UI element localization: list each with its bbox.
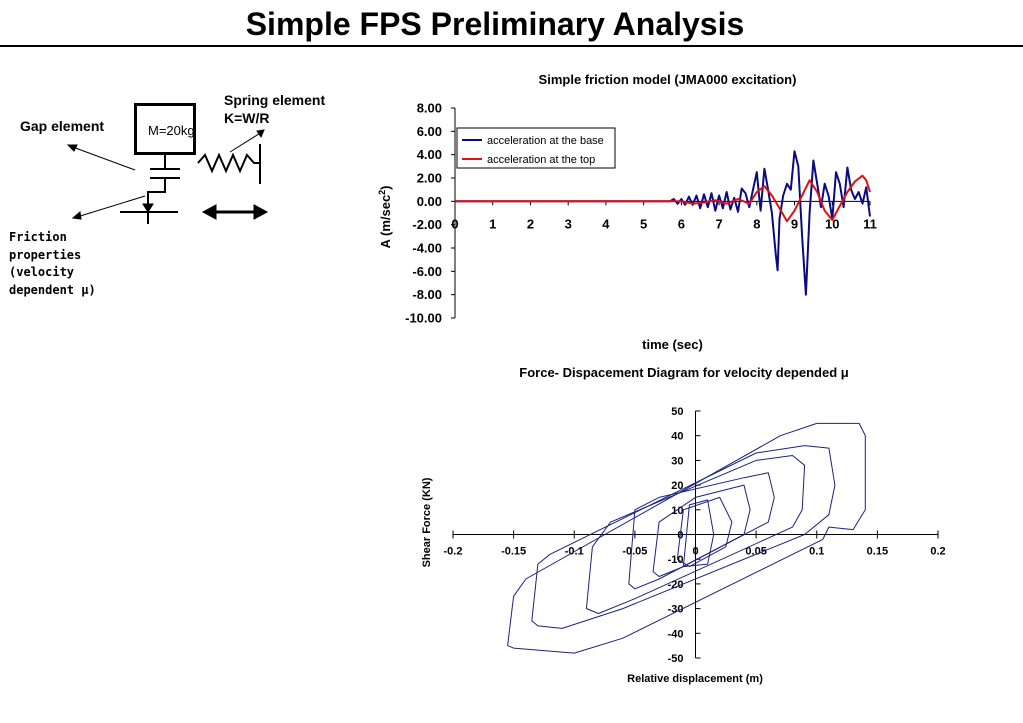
y-axis-label-main: A (m/sec	[378, 195, 393, 249]
gap-pointer-arrowhead-icon	[66, 144, 78, 152]
spring-element-label: Spring element	[224, 92, 326, 108]
slider-pointer-icon	[142, 203, 154, 213]
x-tick-label: 0.2	[930, 546, 945, 558]
friction-pointer-line	[76, 195, 146, 218]
motion-arrow-right-icon	[253, 204, 269, 220]
hysteresis-loop	[682, 499, 715, 568]
x-tick-label: 1	[489, 216, 496, 231]
friction-line: properties	[9, 247, 82, 262]
y-tick-label: -4.00	[412, 241, 442, 256]
x-tick-label: 0	[692, 546, 698, 558]
y-tick-label: -40	[668, 628, 684, 640]
x-tick-label: 0	[451, 216, 458, 231]
x-tick-label: 9	[791, 216, 798, 231]
y-axis-label-superscript: 2	[377, 190, 387, 195]
y-tick-label: 50	[671, 406, 683, 418]
x-tick-label: 4	[602, 216, 610, 231]
legend-label: acceleration at the base	[487, 135, 604, 147]
friction-link	[147, 178, 166, 206]
spring-pointer-line	[229, 131, 263, 153]
y-tick-label: -30	[668, 604, 684, 616]
spring-formula-label: K=W/R	[224, 110, 270, 126]
mass-block	[134, 103, 196, 155]
legend-label: acceleration at the top	[487, 154, 595, 166]
y-tick-label: 40	[671, 431, 683, 443]
friction-properties-label: Friction properties (velocity dependent …	[9, 229, 96, 299]
y-tick-label: -50	[668, 653, 684, 665]
y-axis-label-close: )	[378, 185, 393, 189]
motion-arrow-left-icon	[201, 204, 217, 220]
hysteresis-loop	[507, 422, 866, 654]
y-tick-label: -8.00	[412, 287, 442, 302]
hysteresis-loop	[652, 484, 751, 577]
series-line	[455, 174, 871, 223]
x-tick-label: -0.15	[501, 546, 526, 558]
y-tick-label: -10	[668, 554, 684, 566]
friction-line: Friction	[9, 230, 67, 244]
spring-zigzag	[197, 152, 260, 174]
y-axis-label: A (m/sec2)	[377, 185, 393, 248]
gap-element-label: Gap element	[20, 118, 105, 134]
x-tick-label: 7	[715, 216, 722, 231]
spring-pointer-arrowhead-icon	[256, 129, 265, 139]
friction-line: dependent μ)	[9, 282, 96, 297]
chart-title: Force- Dispacement Diagram for velocity …	[519, 365, 848, 380]
fps-schematic	[66, 129, 269, 224]
x-tick-label: -0.05	[622, 546, 647, 558]
x-tick-label: 8	[753, 216, 760, 231]
x-tick-label: 6	[678, 216, 685, 231]
series-line	[455, 150, 871, 296]
x-tick-label: 0.05	[745, 546, 766, 558]
legend: acceleration at the base acceleration at …	[456, 127, 616, 169]
mass-label: M=20kg	[148, 123, 195, 138]
chart-title: Simple friction model (JMA000 excitation…	[539, 72, 797, 87]
y-axis-label: Shear Force (KN)	[421, 477, 433, 567]
y-tick-label: 2.00	[417, 171, 442, 186]
friction-line: (velocity	[9, 265, 75, 279]
x-axis-label: time (sec)	[642, 337, 703, 352]
x-axis-label: Relative displacement (m)	[627, 673, 763, 685]
gap-pointer-line	[69, 145, 136, 171]
acceleration-chart: Simple friction model (JMA000 excitation…	[377, 72, 877, 352]
x-tick-label: 0.1	[809, 546, 824, 558]
y-tick-label: 4.00	[417, 147, 442, 162]
x-tick-label: 11	[863, 216, 877, 231]
force-displacement-chart: Force- Dispacement Diagram for velocity …	[421, 365, 946, 685]
x-tick-label: 3	[565, 216, 572, 231]
y-tick-label: 30	[671, 455, 683, 467]
y-tick-label: 6.00	[417, 124, 442, 139]
y-tick-label: 8.00	[417, 101, 442, 116]
x-tick-label: 0.15	[867, 546, 888, 558]
hysteresis-loop	[585, 455, 806, 614]
y-tick-label: 0.00	[417, 194, 442, 209]
y-tick-label: -6.00	[412, 264, 442, 279]
y-tick-label: -2.00	[412, 217, 442, 232]
legend-box	[456, 127, 616, 169]
title-divider	[0, 45, 1023, 47]
x-tick-label: 5	[640, 216, 647, 231]
hysteresis-loop	[531, 445, 836, 629]
y-tick-label: 20	[671, 480, 683, 492]
x-tick-label: -0.2	[444, 546, 463, 558]
friction-pointer-arrowhead-icon	[71, 211, 82, 220]
slide-title: Simple FPS Preliminary Analysis	[245, 6, 745, 42]
x-tick-label: 10	[825, 216, 839, 231]
x-tick-label: 2	[527, 216, 534, 231]
hysteresis-loop	[628, 472, 775, 590]
y-tick-label: -10.00	[405, 311, 442, 326]
hysteresis-loop	[676, 496, 733, 568]
